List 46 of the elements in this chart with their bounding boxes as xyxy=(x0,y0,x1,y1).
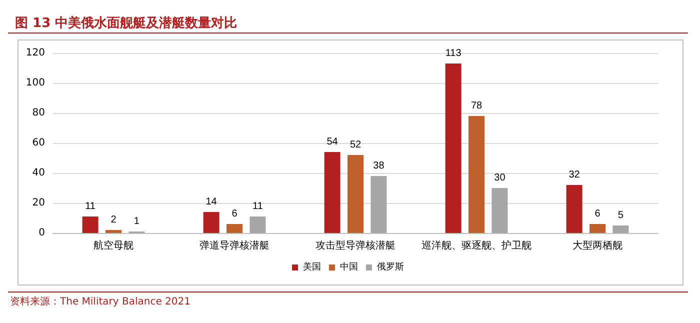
bar xyxy=(468,116,484,233)
y-tick-label: 20 xyxy=(32,198,45,208)
data-label: 38 xyxy=(373,160,385,172)
data-label: 113 xyxy=(445,48,462,59)
data-label: 52 xyxy=(350,140,362,150)
bar xyxy=(566,185,582,233)
data-label: 6 xyxy=(594,208,601,220)
data-label: 11 xyxy=(85,201,96,212)
y-tick-label: 80 xyxy=(32,108,45,118)
bar xyxy=(250,216,266,233)
data-label: 6 xyxy=(232,208,238,220)
legend-label: 中国 xyxy=(340,262,358,272)
x-tick-label: 弹道导弹核潜艇 xyxy=(200,240,270,252)
x-tick-label: 攻击型导弹核潜艇 xyxy=(316,240,396,252)
x-tick-label: 巡洋舰、驱逐舰、护卫舰 xyxy=(422,240,532,252)
data-label: 78 xyxy=(470,100,482,112)
bar xyxy=(492,188,508,233)
chart-title: 图 13 中美俄水面舰艇及潜艇数量对比 xyxy=(15,15,238,31)
bar xyxy=(590,224,606,233)
x-tick-label: 大型两栖舰 xyxy=(572,240,622,252)
bar xyxy=(203,212,220,233)
y-tick-label: 60 xyxy=(32,138,45,148)
bar xyxy=(226,224,242,233)
data-label: 5 xyxy=(618,210,624,221)
y-tick-label: 0 xyxy=(38,228,45,238)
legend-label: 美国 xyxy=(303,262,321,272)
legend-label: 俄罗斯 xyxy=(377,262,404,272)
data-label: 32 xyxy=(568,170,580,180)
y-tick-label: 40 xyxy=(32,168,45,178)
bar xyxy=(324,152,340,233)
bar xyxy=(348,155,364,233)
bar xyxy=(370,176,387,233)
bar xyxy=(82,216,98,233)
y-tick-label: 120 xyxy=(26,48,45,58)
text: 资料来源：The Military Balance 2021 xyxy=(10,296,191,308)
data-label: 2 xyxy=(110,214,117,226)
x-tick-label: 航空母舰 xyxy=(94,240,134,252)
data-label: 11 xyxy=(252,201,264,212)
bar xyxy=(612,226,629,233)
data-label: 14 xyxy=(206,196,218,208)
data-label: 1 xyxy=(134,216,140,227)
data-label: 54 xyxy=(326,136,338,148)
data-label: 30 xyxy=(494,172,506,184)
bar xyxy=(445,64,462,233)
bar xyxy=(106,230,122,233)
y-tick-label: 100 xyxy=(26,78,45,88)
